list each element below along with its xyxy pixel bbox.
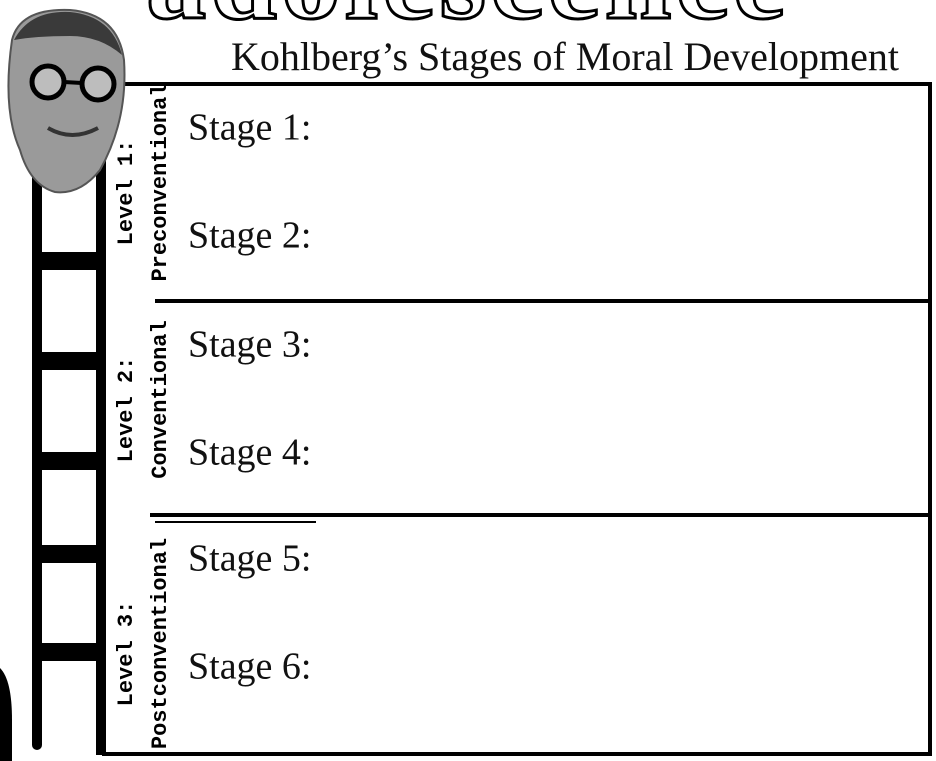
level-label: Level 1: bbox=[114, 140, 139, 246]
stage-label: Stage 2: bbox=[188, 215, 311, 257]
level-name: Conventional bbox=[148, 320, 173, 478]
stage-label: Stage 6: bbox=[188, 646, 311, 688]
stage-label: Stage 1: bbox=[188, 107, 311, 149]
stage-label: Stage 3: bbox=[188, 324, 311, 366]
level-label: Level 3: bbox=[114, 601, 139, 707]
banner: adolescence bbox=[146, 0, 790, 44]
levels: Level 1: Preconventional Stage 1: Stage 2: L… bbox=[114, 83, 312, 749]
level-name: Postconventional bbox=[148, 538, 173, 749]
level-name: Preconventional bbox=[148, 83, 173, 281]
title: Kohlberg’s Stages of Moral Development bbox=[231, 34, 899, 79]
ladder bbox=[0, 150, 105, 761]
stage-label: Stage 4: bbox=[188, 432, 311, 474]
stage-label: Stage 5: bbox=[188, 538, 311, 580]
portrait bbox=[7, 8, 126, 194]
level-label: Level 2: bbox=[114, 357, 139, 463]
